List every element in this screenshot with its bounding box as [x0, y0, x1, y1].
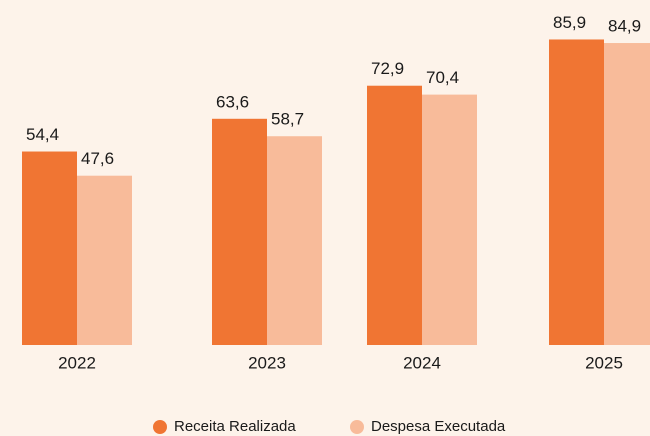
bar	[549, 39, 604, 346]
bar	[367, 85, 422, 345]
value-label: 72,9	[371, 59, 404, 78]
value-label: 58,7	[271, 110, 304, 129]
bar	[77, 175, 132, 345]
legend-swatch	[153, 420, 167, 434]
x-tick-label: 2025	[585, 353, 623, 372]
value-label: 47,6	[81, 149, 114, 168]
value-label: 84,9	[608, 17, 641, 36]
bar	[604, 43, 650, 346]
value-label: 85,9	[553, 13, 586, 32]
value-label: 70,4	[426, 68, 459, 87]
x-tick-label: 2023	[248, 353, 286, 372]
value-label: 54,4	[26, 125, 59, 144]
legend-swatch	[350, 420, 364, 434]
legend-label: Despesa Executada	[371, 418, 506, 435]
x-tick-label: 2024	[403, 353, 441, 372]
bar	[22, 151, 77, 345]
bar	[267, 136, 322, 345]
x-tick-label: 2022	[58, 353, 96, 372]
value-label: 63,6	[216, 92, 249, 111]
legend-label: Receita Realizada	[174, 418, 296, 435]
bar	[422, 94, 477, 345]
bar	[212, 118, 267, 345]
